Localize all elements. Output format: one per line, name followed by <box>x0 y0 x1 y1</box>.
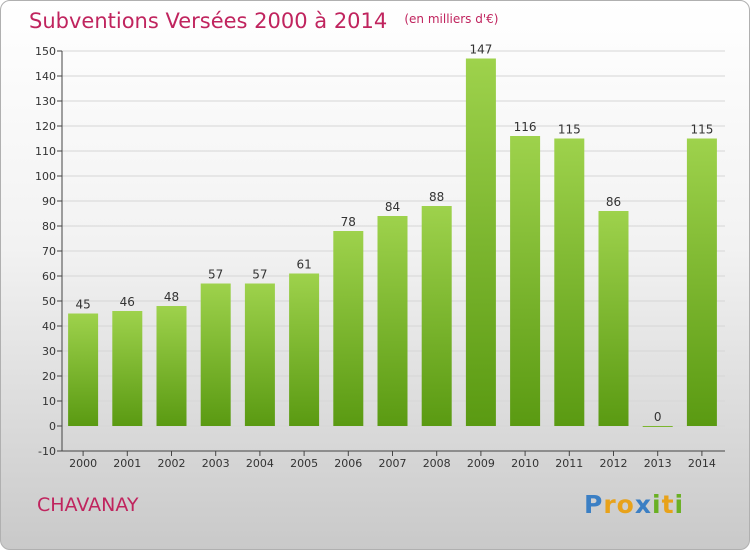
x-tick-label: 2013 <box>644 457 672 470</box>
bar <box>377 216 408 426</box>
bar <box>68 313 99 426</box>
place-name: CHAVANAY <box>37 494 139 516</box>
bar <box>642 426 673 427</box>
y-tick-label: 70 <box>42 245 56 258</box>
bar <box>112 311 143 426</box>
logo-letter: i <box>674 490 685 519</box>
bar-value-label: 88 <box>429 190 444 204</box>
bar <box>510 136 541 426</box>
y-tick-label: 140 <box>35 70 56 83</box>
bar-value-label: 61 <box>296 258 311 272</box>
x-tick-label: 2002 <box>158 457 186 470</box>
bar <box>598 211 629 426</box>
y-tick-label: 100 <box>35 170 56 183</box>
bar <box>200 283 231 426</box>
logo-letter: o <box>616 490 635 519</box>
y-tick-label: 40 <box>42 320 56 333</box>
bar-value-label: 86 <box>606 195 621 209</box>
y-tick-label: 90 <box>42 195 56 208</box>
x-tick-label: 2007 <box>379 457 407 470</box>
bar <box>421 206 452 426</box>
y-tick-label: 30 <box>42 345 56 358</box>
x-tick-label: 2011 <box>555 457 583 470</box>
chart-subtitle: (en milliers d'€) <box>404 12 499 26</box>
x-tick-label: 2008 <box>423 457 451 470</box>
bar <box>686 138 717 426</box>
x-tick-label: 2000 <box>69 457 97 470</box>
bar-value-label: 48 <box>164 290 179 304</box>
bar-value-label: 84 <box>385 200 400 214</box>
x-tick-label: 2009 <box>467 457 495 470</box>
x-tick-label: 2012 <box>600 457 628 470</box>
bar <box>156 306 187 426</box>
proxiti-logo: Proxiti <box>584 490 684 519</box>
bar <box>465 58 496 426</box>
bar-value-label: 78 <box>341 215 356 229</box>
x-tick-label: 2001 <box>113 457 141 470</box>
bar <box>554 138 585 426</box>
bar <box>333 231 364 426</box>
bar <box>289 273 320 426</box>
y-tick-label: 130 <box>35 95 56 108</box>
y-tick-label: 60 <box>42 270 56 283</box>
x-tick-label: 2003 <box>202 457 230 470</box>
x-tick-label: 2004 <box>246 457 274 470</box>
bar-value-label: 57 <box>252 268 267 282</box>
y-tick-label: -10 <box>38 445 56 458</box>
y-tick-label: 80 <box>42 220 56 233</box>
bar-value-label: 115 <box>690 123 713 137</box>
x-tick-label: 2010 <box>511 457 539 470</box>
bar-value-label: 0 <box>654 410 662 424</box>
y-tick-label: 50 <box>42 295 56 308</box>
y-tick-label: 0 <box>49 420 56 433</box>
chart-title: Subventions Versées 2000 à 2014 <box>29 9 388 33</box>
y-tick-label: 150 <box>35 45 56 58</box>
bar-value-label: 45 <box>75 298 90 312</box>
x-tick-label: 2006 <box>334 457 362 470</box>
y-tick-label: 10 <box>42 395 56 408</box>
x-tick-label: 2005 <box>290 457 318 470</box>
bar-value-label: 116 <box>514 120 537 134</box>
logo-letter: r <box>603 490 617 519</box>
bar-value-label: 115 <box>558 123 581 137</box>
bar <box>244 283 275 426</box>
logo-letter: t <box>661 490 675 519</box>
y-tick-label: 20 <box>42 370 56 383</box>
y-tick-label: 120 <box>35 120 56 133</box>
y-tick-label: 110 <box>35 145 56 158</box>
logo-letter: P <box>584 490 604 519</box>
x-tick-label: 2014 <box>688 457 716 470</box>
bar-value-label: 147 <box>469 43 492 57</box>
bar-value-label: 46 <box>120 295 135 309</box>
title-row: Subventions Versées 2000 à 2014 (en mill… <box>29 9 498 33</box>
logo-letter: i <box>652 490 662 519</box>
bar-value-label: 57 <box>208 268 223 282</box>
logo-letter: x <box>634 490 652 519</box>
